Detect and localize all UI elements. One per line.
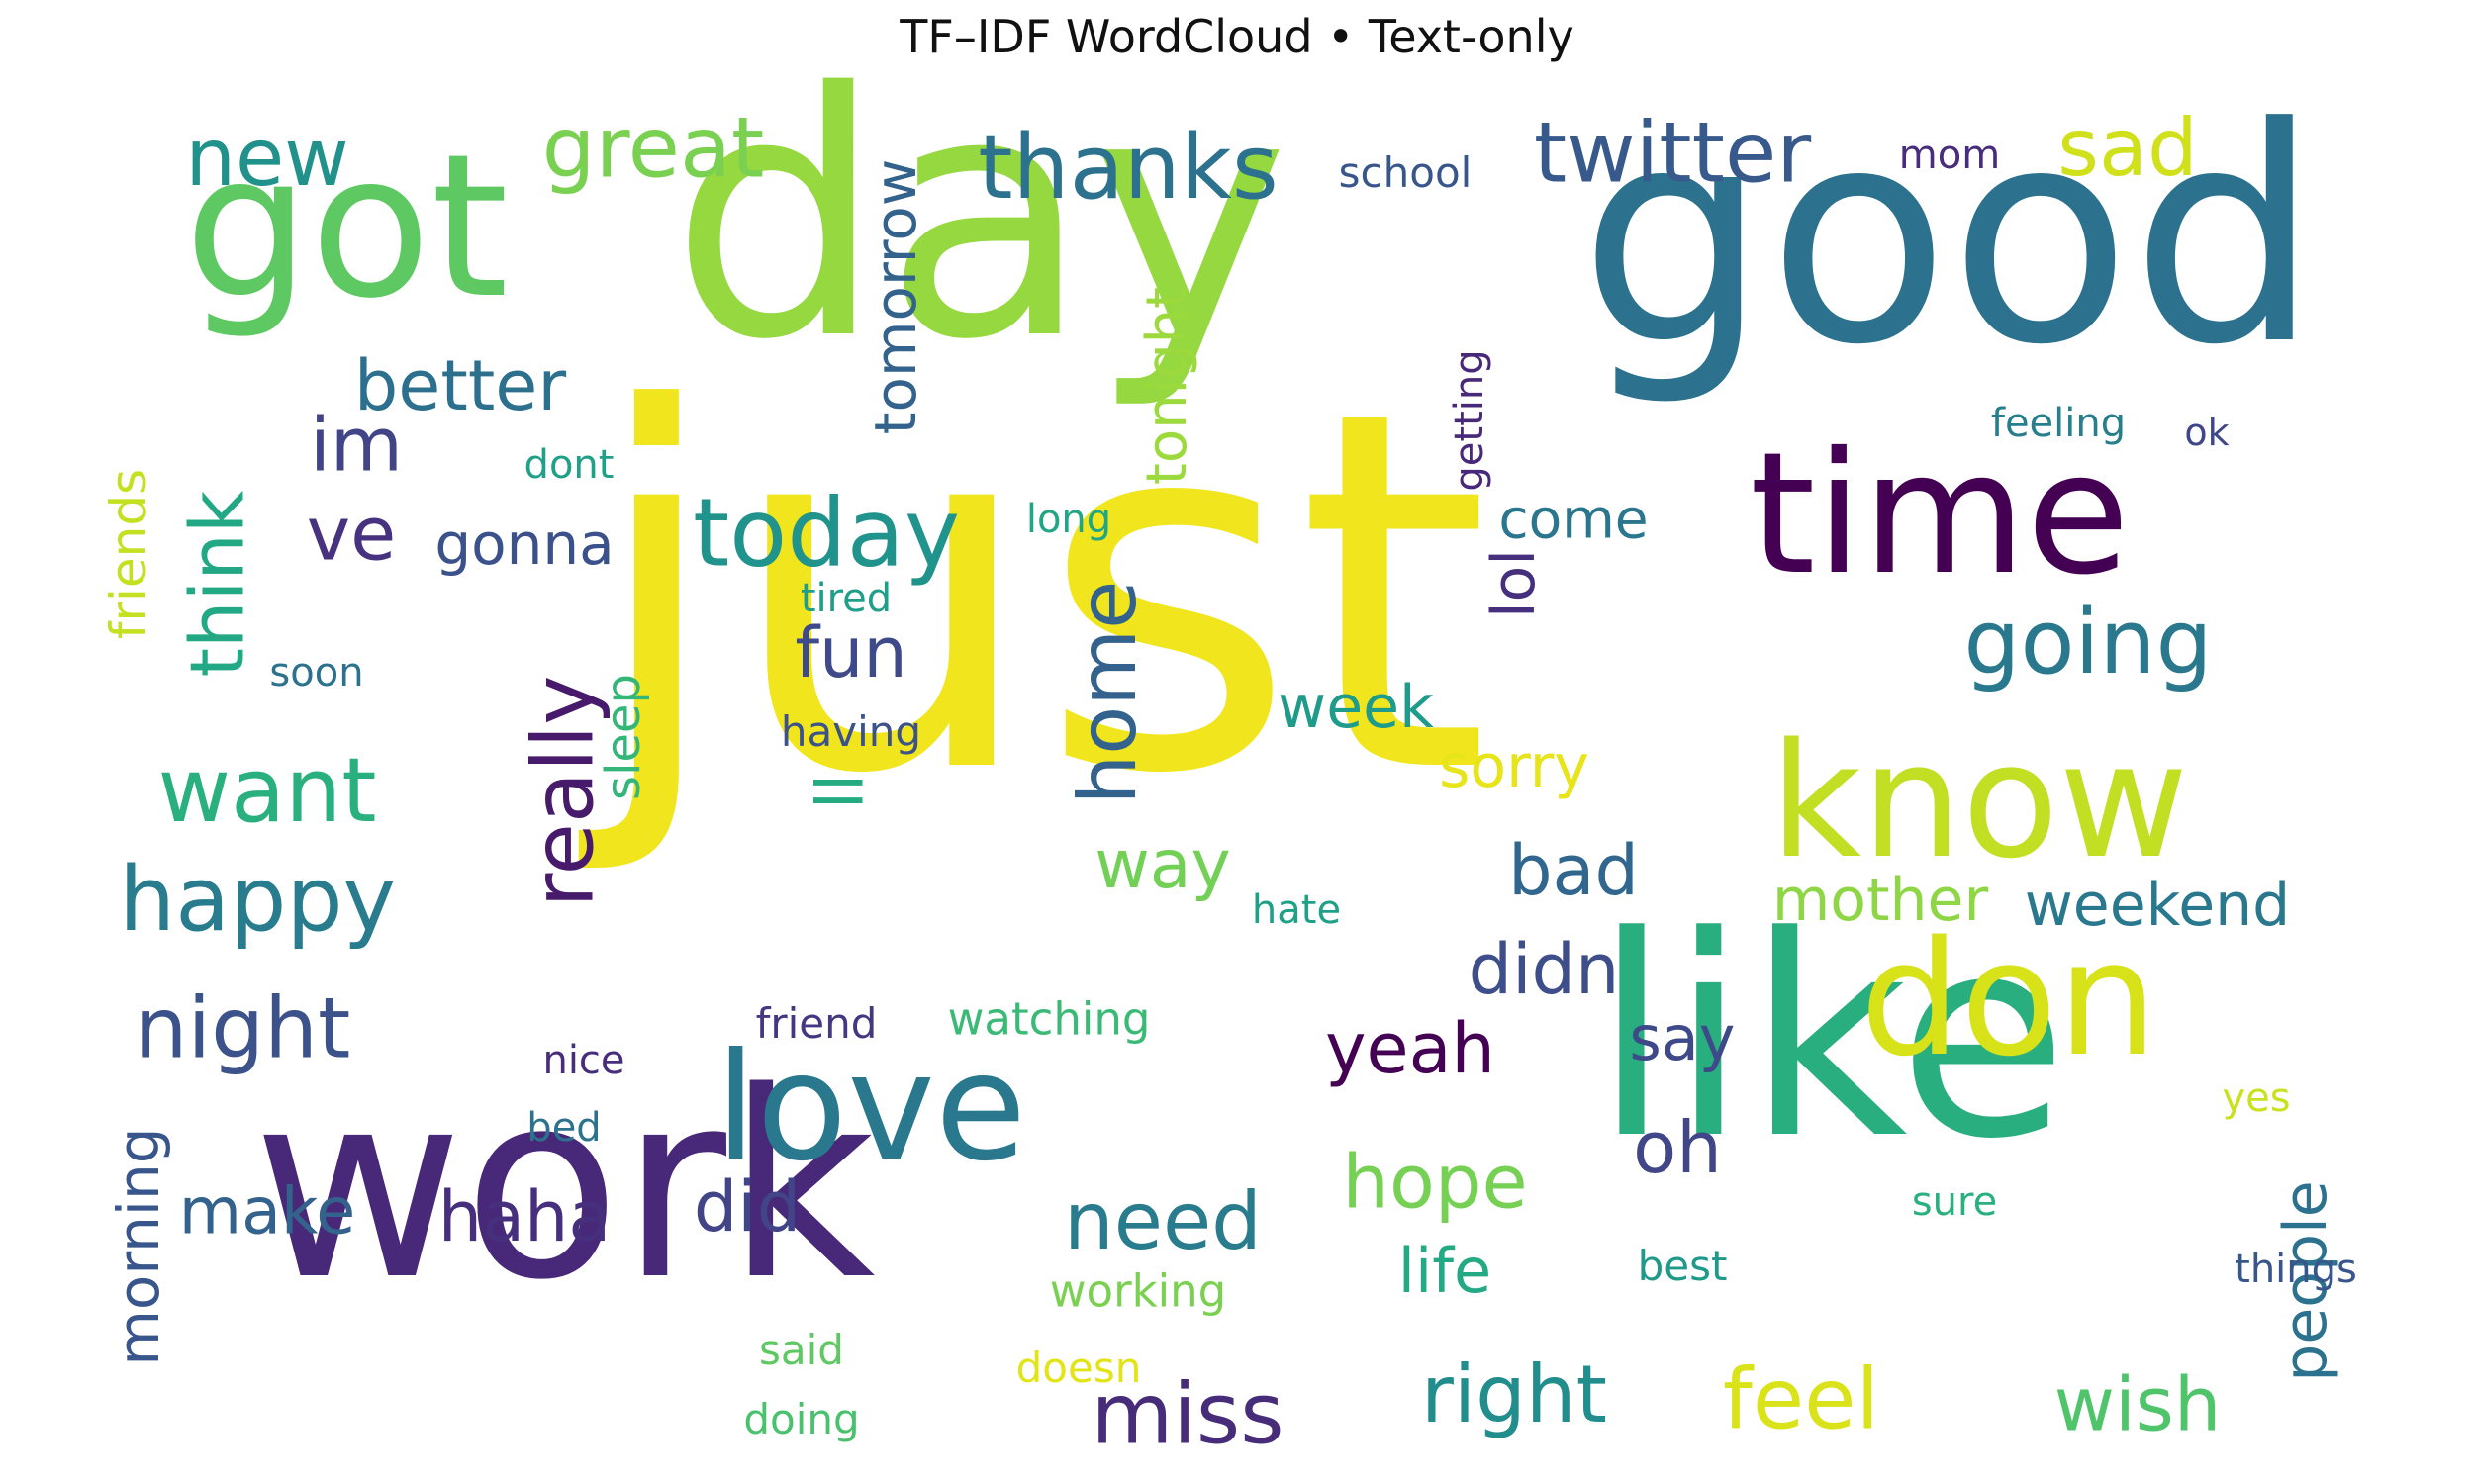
word-going: going (1963, 591, 2213, 695)
word-know: know (1769, 708, 2189, 893)
word-sorry: sorry (1439, 732, 1589, 801)
word-feel: feel (1722, 1350, 1880, 1449)
word-ok: ok (2184, 411, 2230, 454)
word-right: right (1421, 1348, 1607, 1440)
word-things: things (2235, 1247, 2357, 1292)
word-working: working (1049, 1264, 1227, 1318)
word-mom: mom (1898, 133, 2001, 178)
word-ve: ve (306, 490, 397, 578)
word-tomorrow: tomorrow (862, 158, 929, 435)
word-day: day (670, 22, 1289, 414)
word-better: better (353, 345, 567, 426)
word-im: im (310, 401, 403, 489)
word-sleep: sleep (596, 674, 651, 800)
word-oh: oh (1633, 1106, 1722, 1189)
word-got: got (184, 112, 509, 342)
word-said: said (759, 1326, 844, 1374)
word-need: need (1064, 1175, 1262, 1267)
word-haha: haha (437, 1176, 612, 1257)
word-like: like (1592, 878, 2069, 1200)
page-title: TF–IDF WordCloud • Text-only (900, 10, 1574, 63)
word-bad: bad (1508, 830, 1639, 911)
word-say: say (1629, 1002, 1736, 1074)
word-happy: happy (119, 848, 396, 952)
word-yes: yes (2222, 1075, 2291, 1121)
word-having: having (780, 707, 922, 756)
word-bed: bed (526, 1105, 602, 1151)
word-fun: fun (795, 612, 907, 694)
word-dont: dont (523, 442, 615, 488)
word-hate: hate (1251, 887, 1342, 933)
word-miss: miss (1091, 1365, 1285, 1464)
word-good: good (1579, 64, 2320, 410)
word-doesn: doesn (1015, 1344, 1142, 1392)
word-best: best (1637, 1242, 1728, 1290)
word-today: today (692, 479, 961, 589)
word-ll: ll (804, 773, 879, 810)
word-lol: lol (1479, 548, 1549, 619)
word-hope: hope (1342, 1138, 1528, 1226)
word-life: life (1397, 1235, 1492, 1307)
word-great: great (541, 99, 765, 198)
word-don: don (1859, 906, 2158, 1091)
word-just: just (587, 306, 1491, 881)
word-sure: sure (1911, 1179, 1998, 1225)
word-weekend: weekend (2024, 871, 2291, 940)
word-yeah: yeah (1325, 1008, 1495, 1089)
word-night: night (134, 979, 351, 1078)
word-come: come (1498, 487, 1649, 551)
word-sad: sad (2057, 102, 2198, 194)
word-want: want (157, 739, 377, 843)
word-twitter: twitter (1533, 104, 1812, 203)
word-tired: tired (800, 576, 893, 621)
word-time: time (1749, 417, 2131, 612)
word-thanks: thanks (978, 116, 1279, 220)
word-really: really (515, 675, 614, 908)
word-gonna: gonna (434, 510, 615, 578)
word-friend: friend (755, 999, 878, 1048)
word-school: school (1338, 148, 1473, 197)
word-home: home (1062, 580, 1154, 805)
word-new: new (185, 112, 349, 204)
word-morning: morning (105, 1127, 172, 1366)
word-doing: doing (743, 1395, 860, 1443)
word-week: week (1278, 673, 1434, 742)
word-make: make (178, 1174, 356, 1250)
word-didn: didn (1468, 929, 1620, 1010)
word-feeling: feeling (1990, 401, 2127, 446)
word-did: did (693, 1166, 802, 1248)
word-mother: mother (1771, 866, 1989, 935)
word-watching: watching (947, 992, 1151, 1046)
word-think: think (173, 490, 261, 678)
word-tonight: tonight (1135, 286, 1199, 486)
word-way: way (1094, 826, 1231, 904)
word-love: love (714, 1022, 1027, 1194)
word-work: work (252, 1038, 876, 1337)
word-friends: friends (100, 468, 157, 640)
word-nice: nice (542, 1038, 625, 1083)
word-long: long (1025, 497, 1112, 542)
word-wish: wish (2053, 1360, 2222, 1448)
word-soon: soon (269, 650, 364, 696)
word-getting: getting (1447, 349, 1492, 492)
